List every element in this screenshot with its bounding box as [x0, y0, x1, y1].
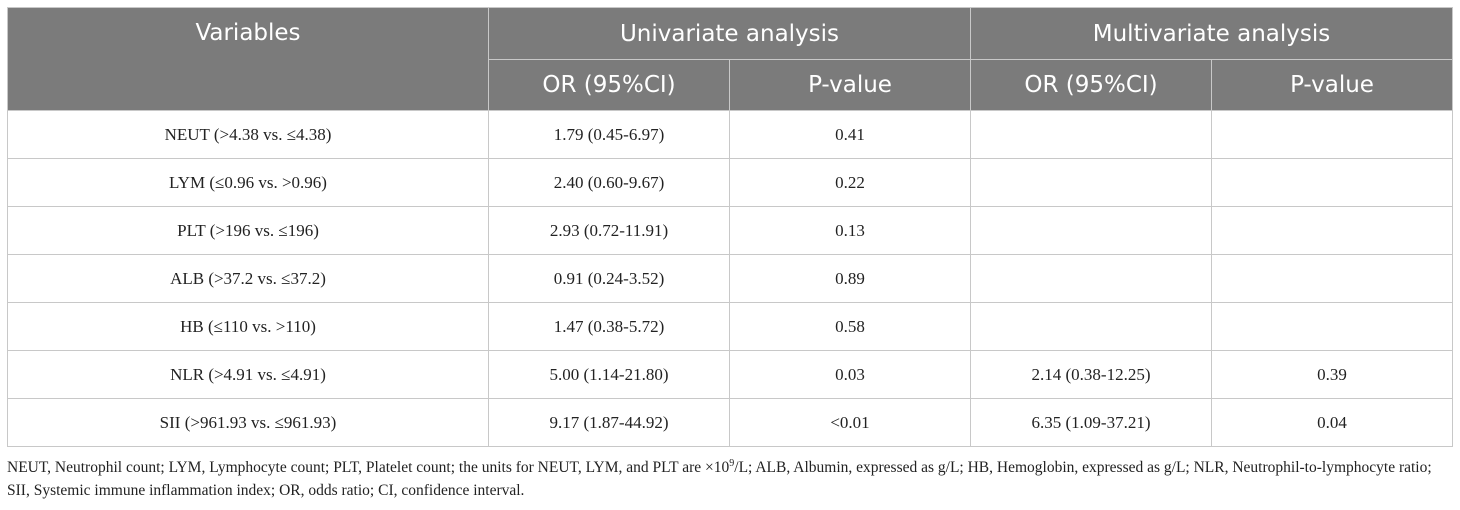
cell-uni-or: 1.79 (0.45-6.97) — [488, 110, 730, 159]
cell-multi-p — [1211, 158, 1453, 207]
subheader-multi-p: P-value — [1211, 59, 1453, 111]
table-footnote: NEUT, Neutrophil count; LYM, Lymphocyte … — [7, 456, 1453, 502]
subheader-uni-p: P-value — [729, 59, 971, 111]
cell-uni-p: 0.22 — [729, 158, 971, 207]
cell-multi-or: 6.35 (1.09-37.21) — [970, 398, 1212, 447]
footnote-part2: /L; ALB, Albumin, expressed as g/L; HB, … — [7, 459, 1432, 499]
cell-multi-p — [1211, 302, 1453, 351]
cell-uni-p: 0.41 — [729, 110, 971, 159]
table-container: Variables Univariate analysis Multivaria… — [7, 7, 1453, 447]
table-row: NLR (>4.91 vs. ≤4.91) 5.00 (1.14-21.80) … — [7, 350, 1453, 399]
cell-variable: LYM (≤0.96 vs. >0.96) — [7, 158, 489, 207]
cell-uni-p: <0.01 — [729, 398, 971, 447]
cell-uni-or: 0.91 (0.24-3.52) — [488, 254, 730, 303]
cell-uni-p: 0.13 — [729, 206, 971, 255]
results-table: Variables Univariate analysis Multivaria… — [7, 7, 1453, 447]
table-row: NEUT (>4.38 vs. ≤4.38) 1.79 (0.45-6.97) … — [7, 110, 1453, 159]
table-row: HB (≤110 vs. >110) 1.47 (0.38-5.72) 0.58 — [7, 302, 1453, 351]
header-row-top: Variables Univariate analysis Multivaria… — [7, 7, 1453, 111]
table-row: LYM (≤0.96 vs. >0.96) 2.40 (0.60-9.67) 0… — [7, 158, 1453, 207]
cell-variable: NEUT (>4.38 vs. ≤4.38) — [7, 110, 489, 159]
subheader-multi-or: OR (95%CI) — [970, 59, 1212, 111]
header-variables: Variables — [7, 7, 489, 111]
cell-variable: ALB (>37.2 vs. ≤37.2) — [7, 254, 489, 303]
cell-uni-or: 2.93 (0.72-11.91) — [488, 206, 730, 255]
cell-uni-p: 0.89 — [729, 254, 971, 303]
cell-multi-or: 2.14 (0.38-12.25) — [970, 350, 1212, 399]
cell-multi-or — [970, 158, 1212, 207]
cell-multi-p — [1211, 206, 1453, 255]
cell-uni-or: 5.00 (1.14-21.80) — [488, 350, 730, 399]
cell-multi-p: 0.39 — [1211, 350, 1453, 399]
header-row-sub: OR (95%CI) P-value OR (95%CI) P-value — [8, 59, 1453, 111]
cell-multi-or — [970, 302, 1212, 351]
cell-multi-or — [970, 206, 1212, 255]
cell-variable: SII (>961.93 vs. ≤961.93) — [7, 398, 489, 447]
cell-multi-p — [1211, 254, 1453, 303]
cell-uni-p: 0.03 — [729, 350, 971, 399]
subheader-uni-or: OR (95%CI) — [488, 59, 730, 111]
footnote-superscript: 9 — [729, 457, 735, 469]
cell-variable: NLR (>4.91 vs. ≤4.91) — [7, 350, 489, 399]
header-univariate: Univariate analysis — [488, 7, 971, 60]
footnote-part1: NEUT, Neutrophil count; LYM, Lymphocyte … — [7, 459, 730, 476]
header-multivariate: Multivariate analysis — [970, 7, 1453, 60]
cell-uni-or: 1.47 (0.38-5.72) — [488, 302, 730, 351]
cell-multi-p: 0.04 — [1211, 398, 1453, 447]
cell-uni-or: 2.40 (0.60-9.67) — [488, 158, 730, 207]
cell-uni-p: 0.58 — [729, 302, 971, 351]
table-row: PLT (>196 vs. ≤196) 2.93 (0.72-11.91) 0.… — [7, 206, 1453, 255]
table-row: SII (>961.93 vs. ≤961.93) 9.17 (1.87-44.… — [7, 398, 1453, 447]
cell-uni-or: 9.17 (1.87-44.92) — [488, 398, 730, 447]
cell-multi-or — [970, 110, 1212, 159]
cell-multi-p — [1211, 110, 1453, 159]
table-row: ALB (>37.2 vs. ≤37.2) 0.91 (0.24-3.52) 0… — [7, 254, 1453, 303]
cell-variable: PLT (>196 vs. ≤196) — [7, 206, 489, 255]
cell-multi-or — [970, 254, 1212, 303]
cell-variable: HB (≤110 vs. >110) — [7, 302, 489, 351]
